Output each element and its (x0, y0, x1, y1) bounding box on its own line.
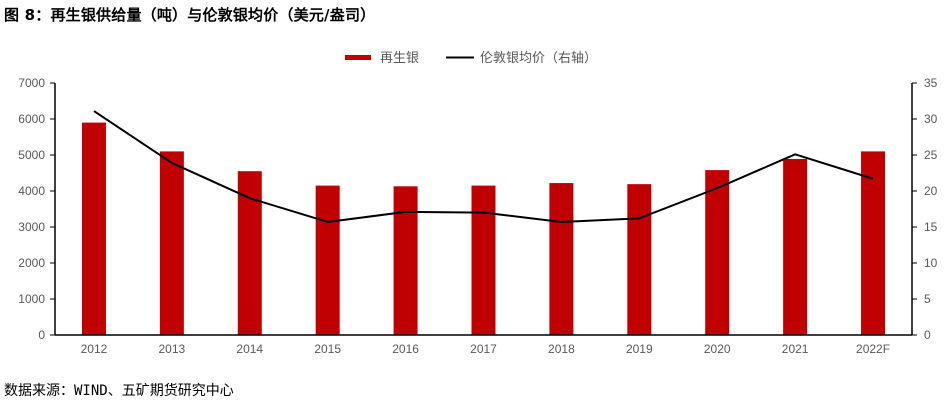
right-tick-label: 20 (924, 184, 938, 198)
left-tick-label: 2000 (18, 256, 45, 270)
plot-area: 0 1000 2000 3000 4000 5000 6000 7000 0 5 10 15 20 25 3… (18, 76, 937, 356)
x-tick-label: 2021 (782, 342, 809, 356)
left-tick-label: 5000 (18, 148, 45, 162)
right-tick-label: 10 (924, 256, 938, 270)
x-tick-label: 2014 (236, 342, 263, 356)
left-tick-label: 3000 (18, 220, 45, 234)
legend-line-label: 伦敦银均价（右轴） (480, 50, 597, 65)
bar-2017 (471, 185, 496, 335)
left-tick-label: 6000 (18, 112, 45, 126)
left-tick-label: 4000 (18, 184, 45, 198)
right-tick-label: 25 (924, 148, 938, 162)
x-tick-label: 2017 (470, 342, 497, 356)
bar-2013 (159, 151, 184, 335)
x-tick-label: 2019 (626, 342, 653, 356)
legend-bar-swatch (345, 55, 371, 60)
right-tick-label: 0 (924, 328, 931, 342)
legend-bar-label: 再生银 (380, 50, 419, 65)
right-tick-label: 15 (924, 220, 938, 234)
bar-2018 (549, 183, 574, 335)
bar-2021 (783, 158, 808, 335)
left-tick-label: 7000 (18, 76, 45, 90)
left-tick-label: 0 (38, 328, 45, 342)
bar-2015 (315, 185, 340, 335)
right-tick-label: 5 (924, 292, 931, 306)
bar-2012 (81, 122, 106, 335)
bar-2022F (861, 151, 886, 335)
x-tick-label: 2016 (392, 342, 419, 356)
bar-2014 (237, 171, 262, 335)
right-tick-label: 35 (924, 76, 938, 90)
x-tick-label: 2015 (314, 342, 341, 356)
x-tick-label: 2018 (548, 342, 575, 356)
x-tick-label: 2013 (159, 342, 186, 356)
chart: 再生银 伦敦银均价（右轴） 0 1000 2000 3000 4000 5000 6000 7… (18, 50, 937, 356)
x-tick-label: 2012 (81, 342, 108, 356)
x-tick-label: 2020 (704, 342, 731, 356)
right-tick-label: 30 (924, 112, 938, 126)
bar-2020 (705, 170, 730, 335)
source-note: 数据来源：WIND、五矿期货研究中心 (4, 383, 234, 399)
bar-2019 (627, 184, 652, 335)
left-tick-label: 1000 (18, 292, 45, 306)
price-line (93, 110, 874, 223)
x-tick-label: 2022F (856, 342, 890, 356)
bar-2016 (393, 186, 418, 335)
chart-title: 图 8：再生银供给量（吨）与伦敦银均价（美元/盎司） (4, 6, 376, 24)
legend: 再生银 伦敦银均价（右轴） (345, 50, 597, 65)
